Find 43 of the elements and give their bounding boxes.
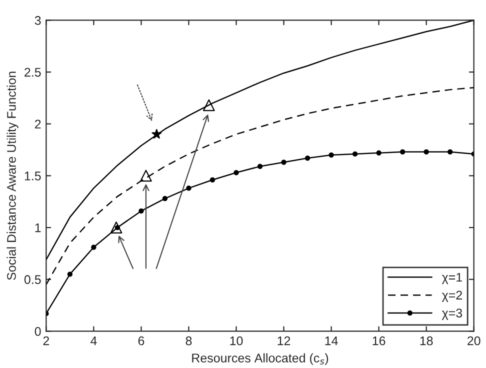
y-tick-label: 2.5	[24, 68, 41, 77]
point	[400, 149, 406, 154]
x-tick-label: 18	[420, 336, 433, 346]
point	[110, 222, 122, 234]
y-tick-label: 2	[34, 120, 41, 128]
point	[91, 244, 96, 250]
y-tick-label: 1	[35, 223, 41, 232]
x-tick-label: 14	[325, 336, 338, 346]
point	[352, 151, 358, 157]
x-tick-label: 16	[372, 336, 386, 346]
point	[162, 196, 168, 202]
y-tick-label: 1.5	[24, 172, 41, 180]
y-tick-label: 0	[34, 327, 41, 336]
point	[138, 208, 144, 214]
y-tick-label: 3	[34, 16, 41, 25]
legend-label: χ=1	[442, 272, 462, 284]
x-tick-label: 4	[90, 336, 97, 346]
point	[140, 170, 152, 182]
legend-label: χ=3	[442, 308, 462, 320]
x-tick-label: 20	[468, 336, 480, 346]
point	[328, 152, 334, 158]
point	[447, 149, 453, 154]
x-axis-title: Resources Allocated (c$_{s}$)	[192, 353, 328, 365]
point	[424, 149, 429, 154]
point	[67, 272, 73, 277]
legend-label: χ=2	[442, 290, 462, 302]
line-series	[46, 86, 474, 286]
point	[234, 170, 239, 176]
x-tick-label: 8	[186, 336, 192, 346]
point	[152, 129, 162, 139]
y-axis-title: Social Distance Aware Utility Function	[6, 72, 18, 280]
x-tick-label: 12	[278, 336, 290, 346]
x-tick-label: 10	[230, 336, 243, 346]
point	[281, 160, 286, 165]
point	[257, 164, 263, 169]
x-tick-label: 2	[43, 336, 50, 346]
point	[210, 177, 216, 182]
point	[186, 186, 192, 191]
point	[202, 99, 215, 112]
point	[304, 155, 310, 161]
x-tick-label: 6	[138, 336, 144, 346]
point	[376, 150, 382, 156]
y-tick-label: 0.5	[24, 275, 41, 284]
